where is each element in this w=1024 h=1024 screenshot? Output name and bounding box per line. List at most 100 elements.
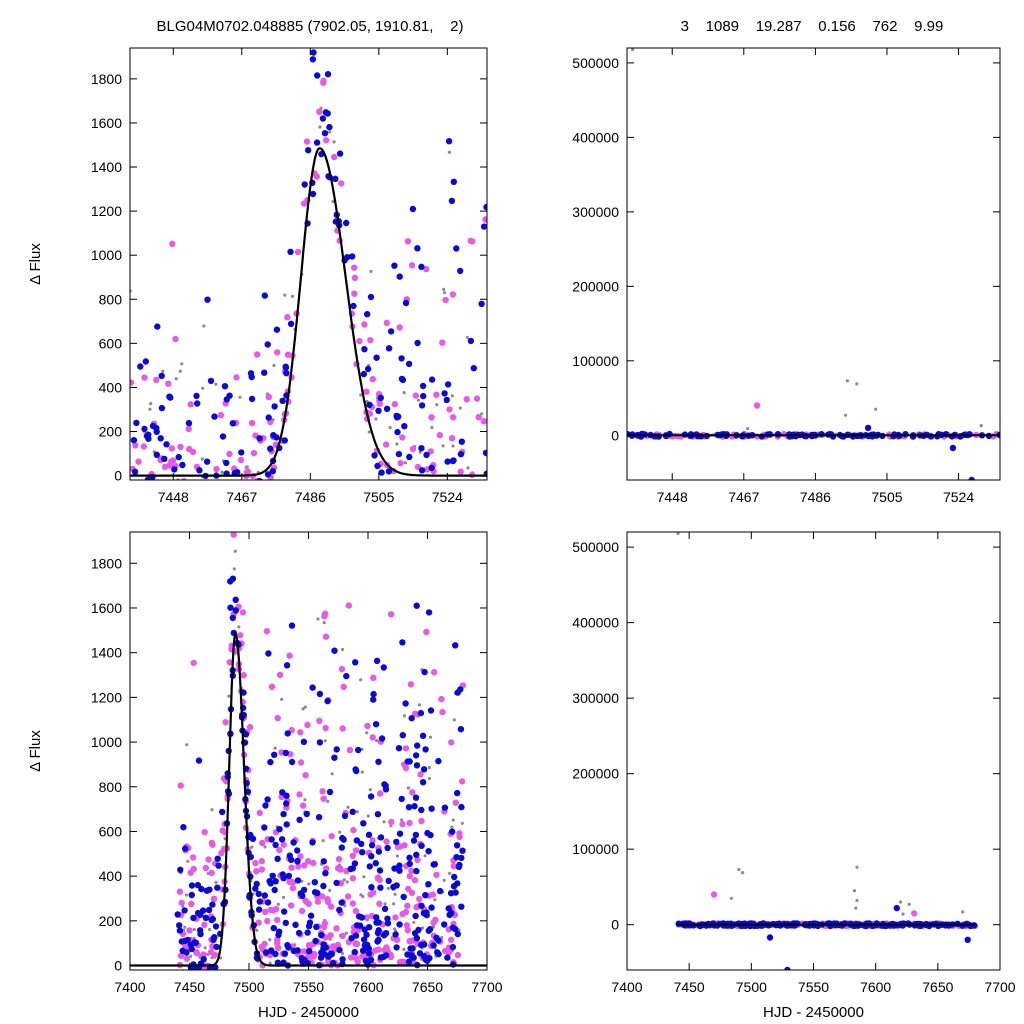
- data-point: [422, 956, 430, 963]
- data-point: [177, 443, 184, 451]
- data-point: [358, 840, 365, 847]
- data-point: [402, 745, 410, 752]
- data-point: [916, 922, 924, 929]
- data-point: [338, 180, 345, 187]
- data-point: [368, 788, 372, 792]
- data-point: [177, 782, 184, 789]
- data-point: [340, 951, 344, 956]
- x-tick-label: 7505: [363, 489, 394, 505]
- data-point: [378, 469, 385, 476]
- data-point: [411, 877, 419, 884]
- data-point: [202, 914, 210, 921]
- data-point: [470, 365, 477, 372]
- data-point: [344, 893, 352, 900]
- data-point: [425, 848, 432, 855]
- data-point: [418, 263, 425, 270]
- data-point: [358, 914, 366, 921]
- data-point: [439, 708, 446, 716]
- x-tick-label: 7600: [860, 979, 891, 995]
- data-point: [395, 450, 403, 458]
- data-point: [332, 175, 339, 182]
- data-point: [453, 854, 460, 861]
- data-point: [295, 929, 303, 937]
- data-point: [391, 262, 398, 269]
- data-point: [373, 919, 380, 926]
- data-point: [282, 363, 289, 370]
- points-top-right: [627, 48, 1000, 480]
- data-point: [356, 337, 363, 345]
- data-point: [449, 457, 457, 465]
- data-point: [396, 273, 403, 280]
- data-point: [189, 448, 197, 456]
- data-point: [404, 902, 411, 909]
- data-point: [322, 633, 330, 640]
- data-point: [391, 401, 398, 408]
- data-point: [223, 459, 230, 467]
- data-point: [190, 659, 197, 667]
- data-point: [271, 403, 278, 410]
- data-point: [363, 914, 370, 921]
- data-point: [361, 942, 369, 949]
- data-point: [330, 943, 337, 950]
- data-point: [397, 843, 404, 850]
- data-point: [137, 363, 144, 370]
- data-point: [234, 443, 240, 449]
- data-point: [463, 396, 470, 403]
- data-point: [345, 602, 352, 609]
- data-point: [447, 890, 455, 897]
- data-point: [232, 567, 236, 571]
- data-point: [898, 900, 903, 904]
- data-point: [213, 943, 220, 951]
- data-point: [309, 839, 316, 846]
- data-point: [193, 971, 199, 977]
- y-tick-label: 100000: [572, 841, 619, 857]
- data-point: [276, 846, 283, 854]
- data-point: [283, 662, 291, 669]
- data-point: [375, 927, 382, 934]
- data-point: [209, 982, 215, 988]
- data-point: [376, 900, 383, 907]
- data-point: [855, 898, 859, 903]
- data-point: [445, 949, 453, 956]
- data-point: [185, 425, 192, 433]
- data-point: [270, 432, 277, 439]
- data-point: [393, 838, 400, 846]
- data-point: [336, 906, 343, 914]
- data-point: [321, 130, 329, 137]
- data-point: [176, 888, 184, 895]
- data-point: [412, 710, 419, 717]
- y-tick-label: 400000: [572, 615, 619, 631]
- data-point: [450, 862, 457, 870]
- data-point: [207, 981, 213, 987]
- data-point: [406, 786, 410, 790]
- data-point: [427, 765, 431, 770]
- data-point: [267, 880, 274, 887]
- data-point: [217, 411, 225, 419]
- data-point: [369, 734, 376, 741]
- data-point: [458, 854, 465, 862]
- x-tick-label: 7467: [226, 489, 257, 505]
- data-point: [262, 802, 269, 809]
- data-point: [349, 852, 356, 859]
- y-tick-label: 800: [99, 291, 123, 307]
- points-top-left: [130, 49, 487, 480]
- data-point: [363, 388, 370, 395]
- data-point: [326, 799, 330, 804]
- data-point: [219, 808, 226, 816]
- data-point: [450, 178, 457, 185]
- data-point: [351, 264, 358, 271]
- data-point: [338, 665, 346, 673]
- data-point: [383, 405, 391, 412]
- x-tick-label: 7650: [922, 979, 953, 995]
- data-point: [153, 376, 160, 384]
- y-tick-label: 400000: [572, 129, 619, 145]
- data-point: [393, 882, 400, 889]
- data-point: [258, 866, 266, 873]
- data-point: [393, 412, 400, 420]
- data-point: [979, 424, 983, 428]
- data-point: [323, 137, 330, 144]
- data-point: [213, 465, 220, 473]
- data-point: [304, 858, 312, 865]
- data-point: [441, 444, 445, 448]
- data-point: [289, 879, 297, 886]
